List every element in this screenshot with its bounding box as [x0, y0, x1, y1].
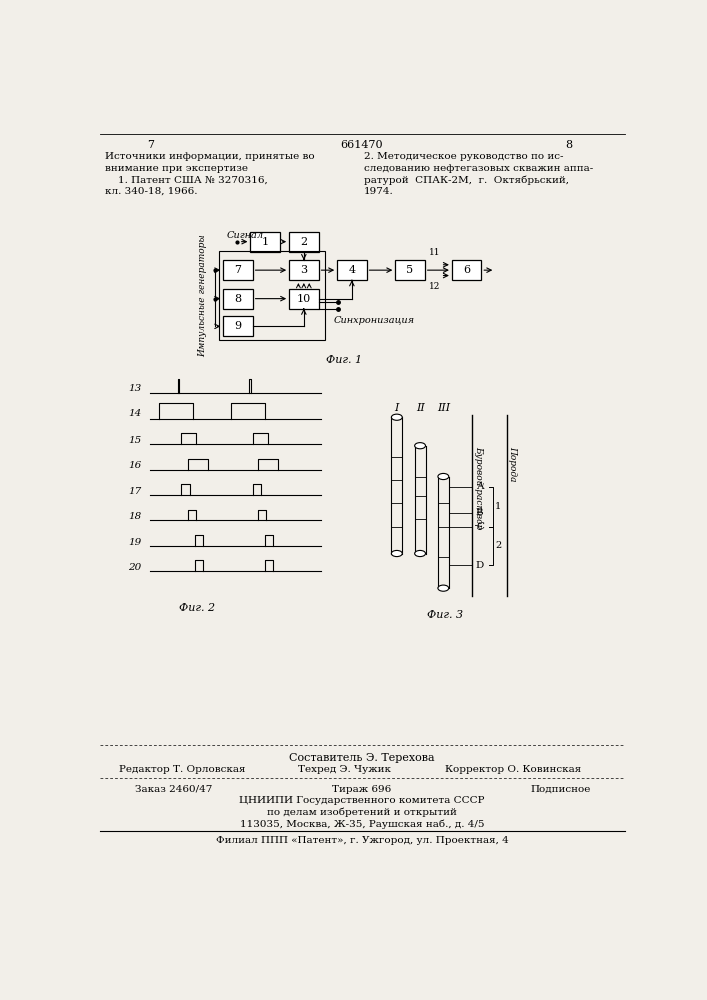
Text: 12: 12	[428, 282, 440, 291]
Text: 3: 3	[300, 265, 308, 275]
Text: Источники информации, принятые во: Источники информации, принятые во	[105, 152, 315, 161]
Bar	[289, 260, 319, 280]
Text: 6: 6	[463, 265, 470, 275]
Text: B: B	[476, 508, 484, 517]
Text: 9: 9	[235, 321, 242, 331]
Text: Импульсные генераторы: Импульсные генераторы	[199, 234, 208, 357]
Text: 1974.: 1974.	[363, 187, 393, 196]
Ellipse shape	[392, 414, 402, 420]
Text: 7: 7	[235, 265, 242, 275]
Text: 2: 2	[300, 237, 308, 247]
Text: 14: 14	[128, 409, 141, 418]
Text: Фиг. 3: Фиг. 3	[427, 610, 463, 620]
Text: Заказ 2460/47: Заказ 2460/47	[135, 785, 212, 794]
Text: 20: 20	[128, 563, 141, 572]
Text: 5: 5	[407, 265, 414, 275]
Text: 11: 11	[428, 248, 440, 257]
Bar	[395, 260, 425, 280]
Bar	[250, 232, 280, 252]
Text: 18: 18	[128, 512, 141, 521]
Text: 2: 2	[495, 541, 501, 550]
Text: A: A	[476, 482, 484, 491]
Text: по делам изобретений и открытий: по делам изобретений и открытий	[267, 808, 457, 817]
Bar	[289, 232, 319, 252]
Text: III: III	[437, 403, 450, 413]
Bar	[337, 260, 367, 280]
Ellipse shape	[438, 585, 449, 591]
Text: ратурой  СПАК-2М,  г.  Октябрьский,: ратурой СПАК-2М, г. Октябрьский,	[363, 175, 568, 185]
Text: Подписное: Подписное	[530, 785, 590, 794]
Text: внимание при экспертизе: внимание при экспертизе	[105, 164, 248, 173]
Text: 1: 1	[262, 237, 269, 247]
Text: 17: 17	[128, 487, 141, 496]
Text: Буровой раствор: Буровой раствор	[474, 446, 483, 529]
Ellipse shape	[414, 550, 426, 557]
Text: Составитель Э. Терехова: Составитель Э. Терехова	[289, 753, 435, 763]
Ellipse shape	[392, 550, 402, 557]
Text: Фиг. 1: Фиг. 1	[326, 355, 362, 365]
Bar	[223, 289, 252, 309]
Text: 19: 19	[128, 538, 141, 547]
Ellipse shape	[438, 473, 449, 480]
Text: 7: 7	[147, 140, 154, 150]
Text: 2. Методическое руководство по ис-: 2. Методическое руководство по ис-	[363, 152, 563, 161]
Text: Техред Э. Чужик: Техред Э. Чужик	[298, 765, 391, 774]
Text: Сигнал: Сигнал	[226, 231, 264, 240]
Text: 15: 15	[128, 436, 141, 445]
Text: Корректор О. Ковинская: Корректор О. Ковинская	[445, 765, 581, 774]
Text: II: II	[416, 403, 424, 413]
Text: Порода: Порода	[508, 446, 518, 481]
Ellipse shape	[414, 443, 426, 449]
Text: 13: 13	[128, 384, 141, 393]
Text: ЦНИИПИ Государственного комитета СССР: ЦНИИПИ Государственного комитета СССР	[239, 796, 485, 805]
Text: Редактор Т. Орловская: Редактор Т. Орловская	[119, 765, 246, 774]
Text: 8: 8	[566, 140, 573, 150]
Bar	[289, 289, 319, 309]
Text: D: D	[476, 561, 484, 570]
Text: C: C	[476, 522, 484, 531]
Bar	[452, 260, 481, 280]
Text: Тираж 696: Тираж 696	[332, 785, 392, 794]
Text: 113035, Москва, Ж-35, Раушская наб., д. 4/5: 113035, Москва, Ж-35, Раушская наб., д. …	[240, 819, 484, 829]
Text: Фиг. 2: Фиг. 2	[179, 603, 215, 613]
Bar	[219, 251, 325, 340]
Text: 8: 8	[235, 294, 242, 304]
Text: 4: 4	[349, 265, 356, 275]
Bar	[223, 316, 252, 336]
Text: 1: 1	[495, 502, 501, 511]
Bar	[223, 260, 252, 280]
Text: 16: 16	[128, 461, 141, 470]
Text: 1. Патент США № 3270316,: 1. Патент США № 3270316,	[105, 175, 268, 184]
Text: Синхронизация: Синхронизация	[334, 316, 415, 325]
Text: кл. 340-18, 1966.: кл. 340-18, 1966.	[105, 187, 198, 196]
Text: I: I	[395, 403, 399, 413]
Text: 10: 10	[297, 294, 311, 304]
Text: Филиал ППП «Патент», г. Ужгород, ул. Проектная, 4: Филиал ППП «Патент», г. Ужгород, ул. Про…	[216, 836, 508, 845]
Text: следованию нефтегазовых скважин аппа-: следованию нефтегазовых скважин аппа-	[363, 164, 592, 173]
Text: 661470: 661470	[341, 140, 383, 150]
